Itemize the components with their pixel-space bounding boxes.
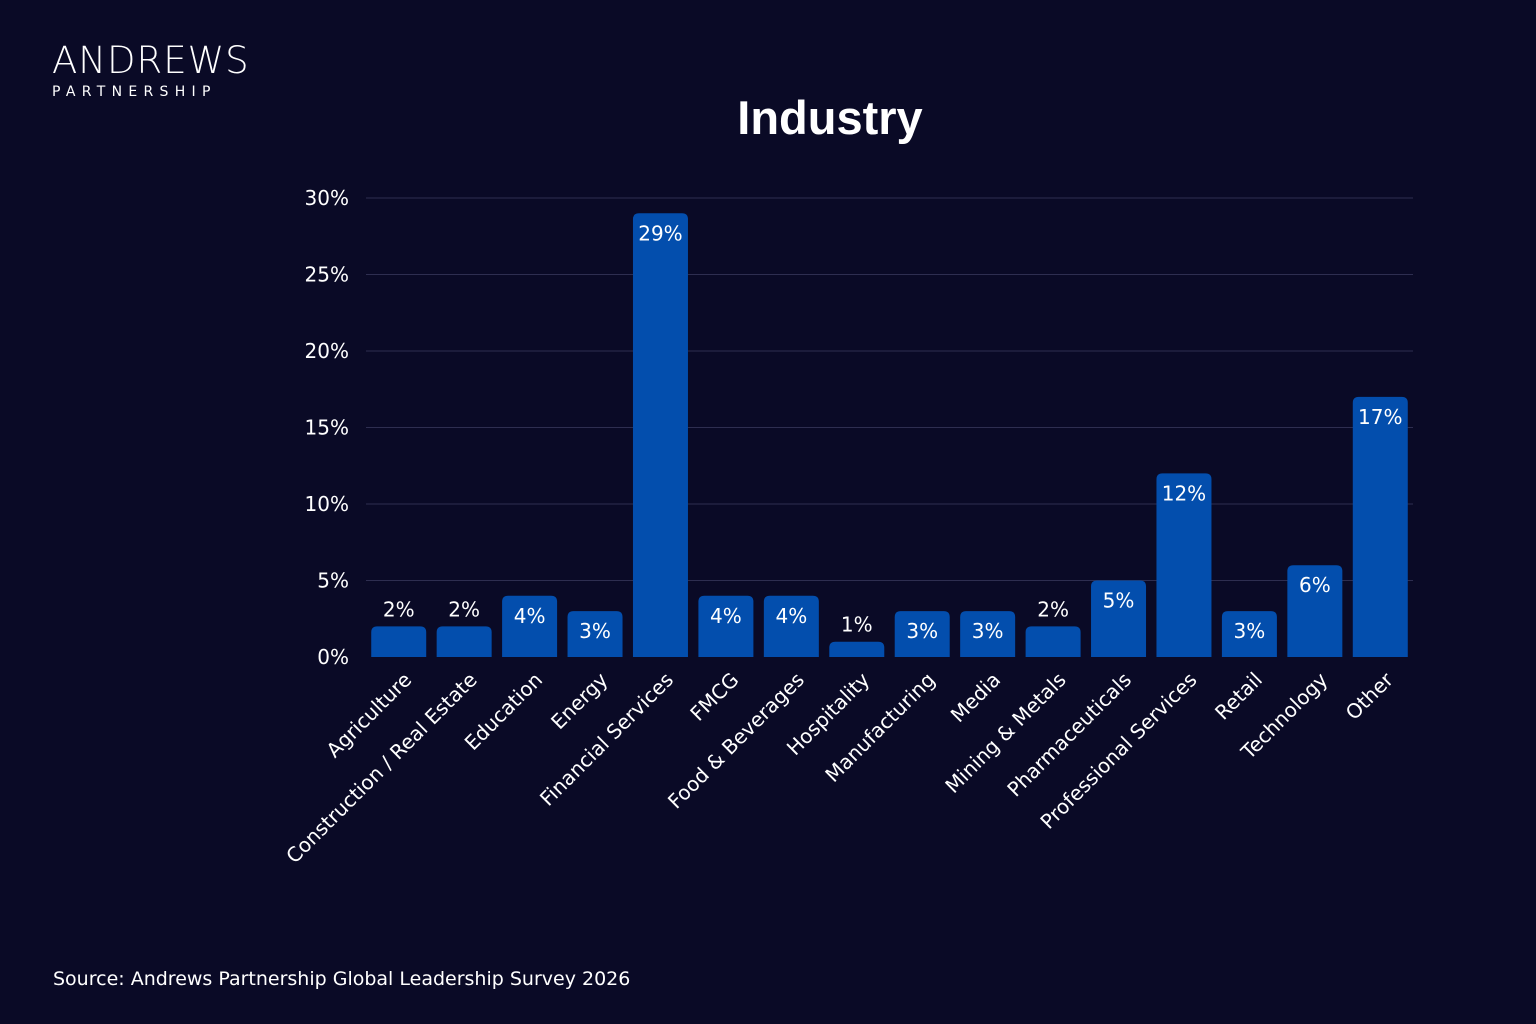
logo-wordmark: ANDREWS	[52, 39, 250, 82]
bar	[436, 626, 492, 657]
bar	[632, 213, 688, 658]
bar	[1156, 473, 1212, 657]
bars	[371, 213, 1408, 658]
chart-title: Industry	[737, 91, 923, 144]
value-label: 4%	[514, 604, 546, 628]
value-label: 29%	[638, 221, 682, 245]
value-label: 3%	[972, 619, 1004, 643]
category-label: Mining & Metals	[940, 668, 1070, 798]
bar	[894, 611, 950, 657]
value-label: 2%	[383, 597, 415, 621]
bar	[1352, 396, 1408, 657]
value-label: 4%	[775, 604, 807, 628]
value-label: 2%	[1037, 597, 1069, 621]
bar	[567, 611, 623, 657]
bar	[829, 641, 885, 657]
category-label: Energy	[546, 667, 613, 734]
y-tick-label: 25%	[305, 263, 349, 287]
andrews-partnership-logo: ANDREWS PARTNERSHIP	[52, 39, 252, 101]
y-tick-label: 0%	[317, 645, 349, 669]
gridlines	[366, 197, 1413, 581]
bar	[698, 595, 754, 657]
value-label: 3%	[1234, 619, 1266, 643]
bar	[763, 595, 819, 657]
value-label: 17%	[1358, 405, 1402, 429]
y-tick-label: 15%	[305, 416, 349, 440]
value-label: 6%	[1299, 573, 1331, 597]
value-label: 12%	[1162, 481, 1206, 505]
y-tick-label: 30%	[305, 186, 349, 210]
bar	[960, 611, 1016, 657]
value-label: 3%	[579, 619, 611, 643]
y-tick-label: 20%	[305, 339, 349, 363]
bar	[371, 626, 427, 657]
value-label: 4%	[710, 604, 742, 628]
value-label: 1%	[841, 613, 873, 637]
category-label: Pharmaceuticals	[1002, 668, 1136, 802]
source-note: Source: Andrews Partnership Global Leade…	[53, 968, 631, 990]
bar	[1287, 565, 1343, 657]
value-label: 2%	[448, 597, 480, 621]
y-tick-label: 5%	[317, 569, 349, 593]
value-label: 3%	[906, 619, 938, 643]
category-label: Media	[946, 668, 1005, 727]
category-label: FMCG	[685, 668, 743, 726]
value-labels: 2% 2% 4% 3% 29% 4% 4% 1% 3% 3% 2% 5% 12% 3% 6% 17%	[383, 221, 1403, 643]
value-label: 5%	[1103, 589, 1135, 613]
bar	[502, 595, 558, 657]
category-label: Other	[1341, 667, 1399, 725]
bar	[1025, 626, 1081, 657]
logo-subtitle: PARTNERSHIP	[52, 84, 217, 100]
bar	[1221, 611, 1277, 657]
y-tick-label: 10%	[305, 492, 349, 516]
bar	[1091, 580, 1147, 657]
category-label: Retail	[1210, 668, 1267, 725]
y-axis-tick-labels: 0% 5% 10% 15% 20% 25% 30%	[305, 186, 349, 669]
